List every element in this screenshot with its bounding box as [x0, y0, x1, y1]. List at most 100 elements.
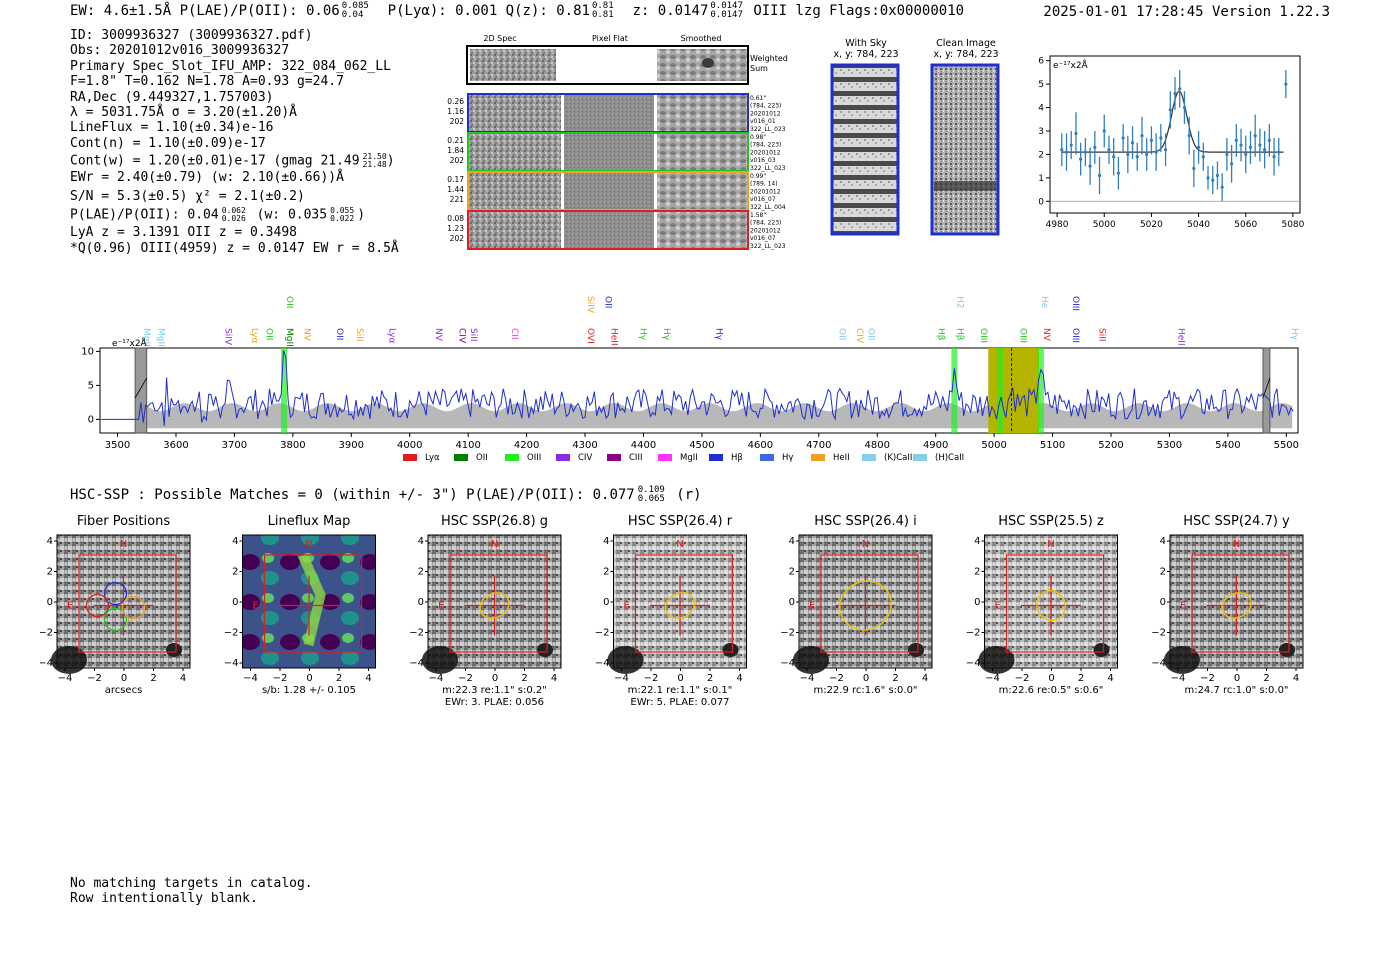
spec-xtick: 5000 [981, 440, 1006, 451]
feature-label-top: He [1039, 296, 1049, 309]
fit-point [1130, 141, 1135, 145]
cutout-right-label: 0.98" [750, 134, 766, 141]
spec-xtick: 4900 [923, 440, 948, 451]
feature-label: SiIV [223, 328, 233, 346]
fit-xtick: 5040 [1187, 220, 1210, 230]
feature-label: SiII [1096, 328, 1106, 342]
hsc-ytick: −4 [966, 658, 981, 669]
hsc-xtick: 0 [1048, 673, 1054, 684]
legend-label: OII [476, 453, 488, 463]
feature-label: CIV [854, 328, 864, 344]
fit-point [1263, 148, 1267, 152]
hsc-xtick: −4 [614, 673, 629, 684]
hsc-xtick: 2 [892, 673, 898, 684]
hsc-ytick: 0 [47, 597, 53, 608]
fit-ytick: 5 [1038, 80, 1044, 90]
compass-n: N [862, 539, 869, 550]
feature-label: HeII [1175, 328, 1185, 346]
cutout-right-label: v016_01 [750, 118, 776, 125]
hsc-ytick: 2 [1160, 567, 1166, 578]
compass-e: E [809, 601, 815, 612]
fit-point [1234, 138, 1238, 142]
fiber-circle [103, 607, 128, 632]
feature-band [281, 348, 288, 433]
hsc-ytick: 0 [603, 597, 609, 608]
info-primary: Primary Spec_Slot_IFU_AMP: 322_084_062_L… [70, 58, 391, 74]
fit-point [1173, 91, 1177, 96]
hsc-caption: m:22.3 re:1.1" s:0.2" [442, 685, 547, 696]
hsc-ytick: −2 [40, 628, 53, 639]
footer-line2: Row intentionally blank. [70, 891, 258, 906]
legend-swatch [454, 454, 468, 461]
hsc-xtick: 0 [492, 673, 498, 684]
spec-xtick: 4600 [748, 440, 773, 451]
hsc-source-ellipse [1036, 589, 1066, 622]
info-contn: Cont(n) = 1.10(±0.09)e-17 [70, 135, 266, 151]
fit-point [1154, 150, 1158, 154]
with-sky-image [830, 63, 900, 236]
feature-label: Hβ [954, 328, 964, 341]
feature-band [996, 348, 1003, 433]
cutout-left-label: 1.44 [447, 185, 464, 194]
legend-label: Hγ [782, 453, 793, 463]
fit-point [1159, 136, 1163, 140]
spec-xtick: 5400 [1215, 440, 1240, 451]
legend-label: CIII [629, 453, 642, 463]
compass-e: E [438, 601, 444, 612]
clean-image [930, 63, 1000, 236]
fit-ytick: 2 [1038, 150, 1044, 160]
hsc-xtick: −4 [243, 673, 258, 684]
fit-point [1284, 82, 1288, 86]
legend-swatch [760, 454, 774, 461]
hsc-panel: Fiber Positions N E −4 −2 0 2 4 4 2 0 −2 −4 arcsecs [40, 514, 191, 696]
hsc-caption: m:22.6 re:0.5" s:0.6" [999, 685, 1104, 696]
fit-point [1102, 129, 1106, 133]
feature-label: OIII [1017, 328, 1027, 343]
hsc-xtick: −4 [985, 673, 1000, 684]
hsc-ytick: −2 [409, 628, 424, 639]
fit-xtick: 5080 [1281, 220, 1304, 230]
fit-point [1220, 185, 1224, 189]
fit-point [1248, 145, 1253, 149]
cutout-left-label: 202 [450, 234, 465, 243]
hsc-source-ellipse [479, 592, 510, 619]
hsc-ytick: 4 [603, 536, 609, 547]
hsc-ytick: −4 [40, 658, 53, 669]
fit-ytick: 1 [1038, 174, 1044, 184]
compass-n: N [305, 539, 312, 550]
info-lya: LyA z = 3.1391 OII z = 0.3498 [70, 225, 297, 241]
hsc-panel-title: HSC SSP(26.4) r [628, 514, 733, 529]
cutout-right-label: (784, 223) [750, 103, 781, 110]
hsc-xtick: 2 [1263, 673, 1269, 684]
info-lambda: λ = 5031.75Å σ = 3.20(±1.20)Å [70, 105, 297, 121]
full-spectrum-plot: OII SiIV OII H2 He OIII MgII MgII SiIV Lyα OII MgII… [81, 296, 1299, 463]
hsc-xtick: 4 [736, 673, 742, 684]
feature-label: HeII [608, 328, 618, 346]
spec-xtick: 4400 [631, 440, 656, 451]
info-obs: Obs: 20201012v016_3009936327 [70, 43, 290, 59]
spec-xtick: 4200 [514, 440, 539, 451]
legend-label: Lyα [425, 453, 440, 463]
info-contw: Cont(w) = 1.20(±0.01)e-17 (gmag 21.49 21.… [70, 152, 395, 170]
hsc-xtick: 0 [677, 673, 683, 684]
fit-point [1145, 152, 1149, 157]
fit-point [1239, 143, 1243, 147]
cutout-right-label: 322_LL_004 [750, 204, 786, 211]
hsc-ytick: −2 [224, 628, 239, 639]
compass-n: N [120, 539, 127, 550]
header-summary: EW: 4.6±1.5Å P(LAE)/P(OII): 0.06 0.085 0.0… [70, 1, 965, 20]
hsc-aperture-box [78, 554, 177, 653]
cutout-left-label: 202 [450, 156, 465, 165]
cutout-left-label: 1.84 [447, 146, 464, 155]
fit-xtick: 4980 [1046, 220, 1069, 230]
legend-swatch [505, 454, 519, 461]
fiber-circle [103, 581, 128, 606]
spectrum-line [101, 350, 1294, 426]
fit-ytick: 4 [1038, 104, 1044, 114]
weighted-sum-label: Weighted [750, 54, 788, 63]
feature-label: CII [509, 328, 519, 340]
fit-point [1267, 138, 1271, 142]
feature-label: Lyα [386, 328, 396, 344]
